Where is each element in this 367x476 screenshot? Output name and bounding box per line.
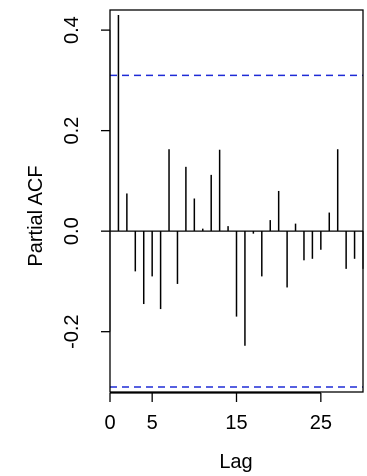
y-tick-label: -0.2 — [61, 314, 83, 348]
x-tick-label: 25 — [310, 412, 332, 434]
y-tick-label: 0.2 — [61, 117, 83, 145]
plot-area — [110, 15, 364, 388]
axes: 0 5 15 25 0.4 0.2 0.0 -0.2 — [61, 9, 364, 434]
x-tick-label: 0 — [104, 412, 115, 434]
y-tick-label: 0.0 — [61, 217, 83, 245]
y-axis-label: Partial ACF — [25, 165, 47, 266]
y-tick-label: 0.4 — [61, 16, 83, 44]
x-axis-label: Lag — [219, 451, 252, 473]
x-tick-label: 5 — [147, 412, 158, 434]
x-tick-label: 15 — [225, 412, 247, 434]
